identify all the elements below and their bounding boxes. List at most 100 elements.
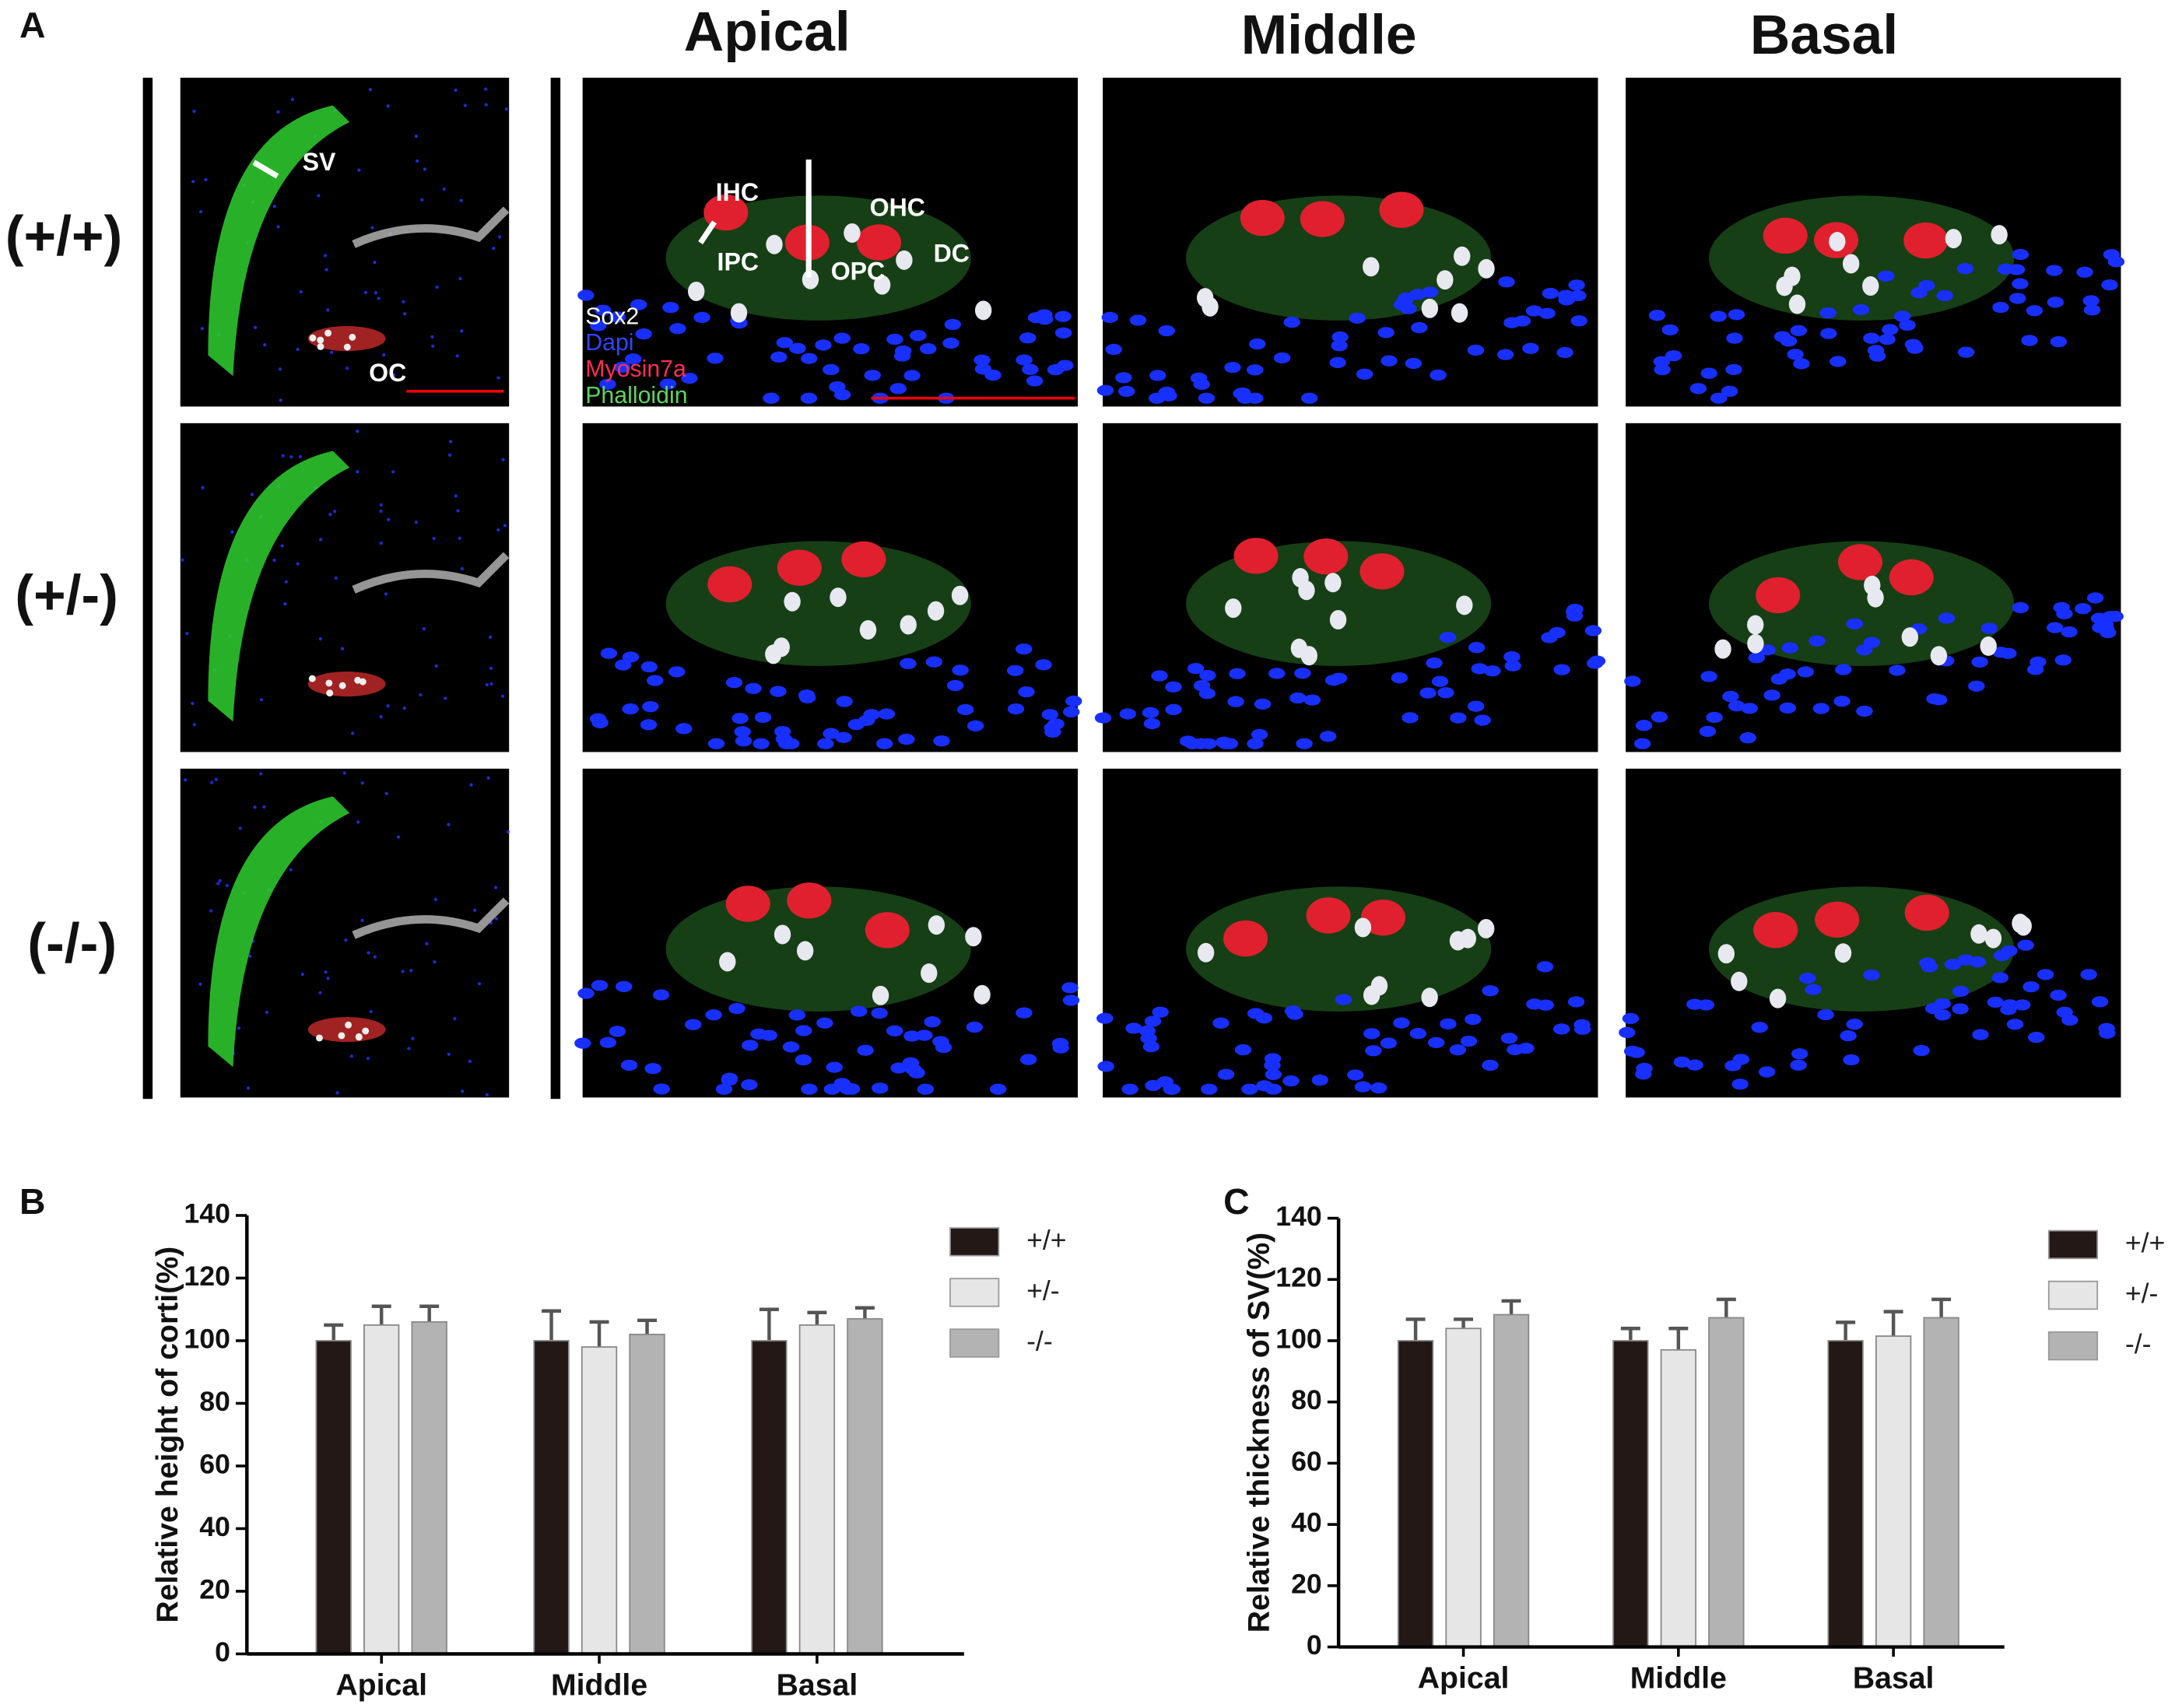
nucleus — [715, 1083, 733, 1095]
nucleus — [2000, 647, 2017, 659]
nucleus — [731, 713, 749, 724]
sox2-cell — [965, 927, 982, 947]
nucleus — [902, 1057, 920, 1068]
nucleus — [444, 696, 447, 700]
nucleus — [1819, 307, 1836, 319]
legend-label: -/- — [1026, 1325, 1053, 1356]
nucleus — [1952, 1003, 1969, 1015]
nucleus — [613, 361, 631, 374]
y-tick-label: 20 — [199, 1573, 230, 1605]
sox2-cell — [1363, 257, 1380, 277]
nucleus — [1256, 1080, 1273, 1092]
nucleus — [2013, 999, 2031, 1011]
nucleus — [1016, 354, 1033, 366]
nucleus — [624, 353, 642, 365]
y-tick-label: 80 — [199, 1386, 230, 1417]
nucleus — [1065, 695, 1082, 707]
overview-label: OC — [369, 359, 406, 387]
nucleus — [903, 370, 921, 381]
nucleus — [1710, 310, 1727, 322]
nucleus — [1331, 331, 1349, 343]
sox2-cell — [1731, 971, 1748, 991]
nucleus — [1863, 969, 1880, 981]
nucleus — [1808, 635, 1826, 647]
membrane — [352, 206, 510, 248]
nucleus — [1820, 328, 1837, 339]
marker — [698, 220, 717, 245]
nucleus — [377, 296, 381, 300]
nucleus — [300, 972, 304, 977]
nucleus — [2050, 336, 2068, 348]
x-tick-label: Apical — [335, 1668, 427, 1703]
nucleus — [1972, 1029, 1989, 1040]
nucleus — [1910, 287, 1928, 299]
cell — [326, 689, 334, 697]
nucleus — [1934, 998, 1951, 1010]
y-axis-label: Relative height of corti(%) — [150, 1247, 184, 1623]
nucleus — [289, 455, 293, 459]
panel-label: A — [19, 5, 45, 45]
nucleus — [281, 454, 285, 458]
nucleus — [1919, 957, 1936, 969]
nucleus — [647, 675, 664, 686]
nucleus — [2061, 626, 2078, 638]
nucleus — [335, 1091, 339, 1095]
nucleus — [181, 558, 184, 562]
nucleus — [707, 352, 724, 364]
cell — [338, 1032, 346, 1040]
legend-label: +/+ — [2125, 1227, 2166, 1258]
nucleus — [2053, 601, 2070, 613]
nucleus — [1061, 982, 1079, 994]
nucleus — [1790, 1059, 1807, 1071]
nucleus — [1190, 372, 1208, 384]
nucleus — [795, 1054, 812, 1066]
nucleus — [2009, 293, 2026, 304]
nucleus — [1319, 731, 1337, 742]
nucleus — [1791, 1048, 1808, 1060]
nucleus — [600, 647, 618, 659]
nucleus — [210, 780, 214, 784]
nucleus — [1882, 324, 1899, 335]
nucleus — [1149, 370, 1166, 381]
nucleus — [2026, 305, 2043, 317]
nucleus — [477, 982, 482, 986]
nucleus — [1588, 655, 1606, 667]
nucleus — [1284, 1005, 1302, 1017]
nucleus — [2076, 266, 2093, 278]
cell — [324, 329, 332, 337]
nucleus — [218, 879, 222, 882]
nucleus — [889, 383, 907, 395]
sox2-cell — [1454, 246, 1471, 266]
nucleus — [890, 1062, 907, 1074]
nucleus — [705, 1009, 722, 1021]
nucleus — [402, 706, 406, 710]
nucleus — [829, 381, 846, 393]
nucleus — [324, 268, 328, 272]
nucleus — [1283, 316, 1300, 328]
sox2-cell — [928, 915, 945, 935]
column-header: Apical — [684, 1, 851, 63]
sox2-cell — [859, 619, 877, 640]
hair-cell — [1753, 912, 1798, 949]
nucleus — [1145, 1079, 1162, 1092]
nucleus — [1651, 711, 1668, 723]
nucleus — [237, 1026, 241, 1030]
nucleus — [1699, 725, 1717, 738]
nucleus — [816, 1017, 833, 1029]
nucleus — [853, 343, 870, 355]
nucleus — [910, 330, 927, 342]
nucleus — [1047, 364, 1065, 376]
nucleus — [204, 177, 208, 181]
bar — [411, 1320, 447, 1655]
nucleus — [973, 354, 991, 366]
nucleus — [1504, 660, 1521, 672]
nucleus — [1201, 1083, 1218, 1095]
nucleus — [1198, 392, 1216, 404]
nucleus — [259, 698, 264, 702]
nucleus — [379, 541, 383, 545]
nucleus — [917, 1083, 935, 1095]
nucleus — [750, 1028, 767, 1040]
nucleus — [460, 329, 464, 333]
y-tick-label: 120 — [1275, 1262, 1321, 1293]
sox2-cell — [766, 234, 783, 254]
